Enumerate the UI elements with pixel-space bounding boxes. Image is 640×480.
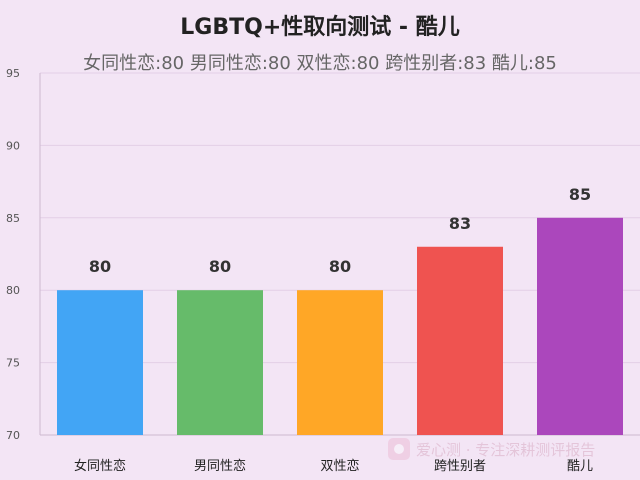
bar-3 <box>417 246 503 435</box>
y-tick-label: 80 <box>6 284 20 297</box>
data-label: 83 <box>449 214 471 233</box>
x-tick-label: 女同性恋 <box>74 458 126 474</box>
data-label: 85 <box>569 185 591 204</box>
y-tick-label: 70 <box>6 429 20 442</box>
bar-0 <box>57 290 143 435</box>
x-tick-label: 跨性别者 <box>434 459 486 474</box>
data-label: 80 <box>209 257 231 276</box>
bar-1 <box>177 290 263 435</box>
y-tick-label: 75 <box>6 357 20 370</box>
bars <box>57 217 623 435</box>
data-label: 80 <box>329 257 351 276</box>
heart-logo-icon <box>388 438 410 460</box>
watermark-text: 爱心测 · 专注深耕测评报告 <box>416 440 596 459</box>
chart-title: LGBTQ+性取向测试 - 酷儿 <box>180 15 460 40</box>
chart-subtitle: 女同性恋:80 男同性恋:80 双性恋:80 跨性别者:83 酷儿:85 <box>83 53 557 74</box>
x-tick-label: 男同性恋 <box>194 458 246 474</box>
x-tick-label: 双性恋 <box>320 458 359 474</box>
y-tick-label: 90 <box>6 139 20 152</box>
bar-2 <box>297 290 383 435</box>
x-tick-label: 酷儿 <box>567 459 593 474</box>
bar-4 <box>537 217 623 435</box>
watermark: 爱心测 · 专注深耕测评报告 <box>388 436 628 462</box>
labels: 80 女同性恋 80 男同性恋 80 双性恋 83 跨性别者 85 酷儿 <box>74 185 593 474</box>
y-tick-label: 95 <box>6 67 20 80</box>
y-tick-label: 85 <box>6 212 20 225</box>
data-label: 80 <box>89 257 111 276</box>
